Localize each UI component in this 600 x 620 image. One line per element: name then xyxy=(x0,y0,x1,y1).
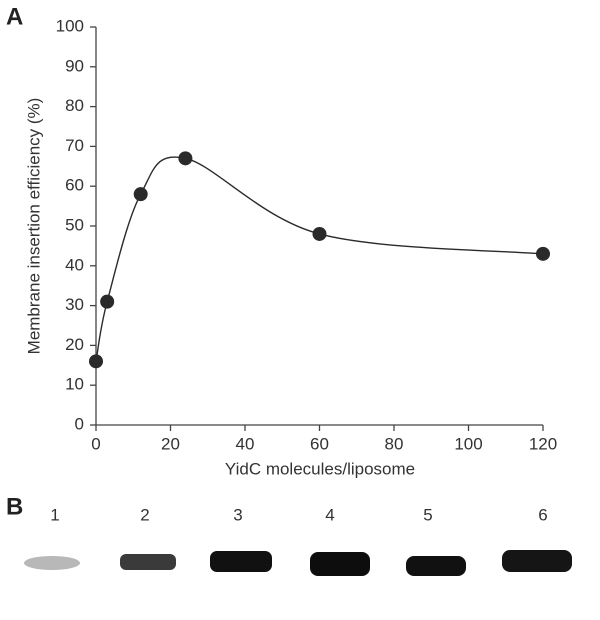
band xyxy=(24,556,80,570)
y-tick-label: 100 xyxy=(56,16,84,35)
x-tick-label: 20 xyxy=(161,434,180,453)
lane-label: 2 xyxy=(140,505,149,524)
x-tick-label: 40 xyxy=(236,434,255,453)
band xyxy=(310,552,370,576)
lane-label: 5 xyxy=(423,505,432,524)
line xyxy=(95,156,544,362)
gel-bands xyxy=(24,550,572,576)
y-tick-label: 0 xyxy=(75,414,84,433)
y-tick-label: 30 xyxy=(65,295,84,314)
x-tick-label: 120 xyxy=(529,434,557,453)
lane-label: 1 xyxy=(50,505,59,524)
marker xyxy=(89,354,103,369)
lane-label: 6 xyxy=(538,505,547,524)
y-tick-label: 80 xyxy=(65,96,84,115)
marker xyxy=(312,226,327,241)
marker xyxy=(178,151,193,166)
x-tick-label: 80 xyxy=(385,434,404,453)
y-tick-label: 60 xyxy=(65,176,84,195)
band xyxy=(120,554,176,570)
lane-label: 4 xyxy=(325,505,334,524)
y-tick-label: 40 xyxy=(65,255,84,274)
y-tick-label: 10 xyxy=(65,375,84,394)
x-tick-label: 60 xyxy=(310,434,329,453)
panel-label: A xyxy=(6,3,23,30)
marker xyxy=(536,246,550,261)
x-tick-label: 0 xyxy=(91,434,100,453)
x-axis-label: YidC molecules/liposome xyxy=(225,459,415,478)
marker xyxy=(100,294,115,309)
lane-label: 3 xyxy=(233,505,242,524)
band xyxy=(406,556,466,576)
y-tick-label: 50 xyxy=(65,215,84,234)
x-tick-label: 100 xyxy=(454,434,482,453)
marker xyxy=(133,187,148,202)
y-tick-label: 90 xyxy=(65,56,84,75)
y-axis-label: Membrane insertion efficiency (%) xyxy=(24,98,43,355)
band xyxy=(502,550,572,572)
y-tick-label: 70 xyxy=(65,136,84,155)
y-tick-label: 20 xyxy=(65,335,84,354)
panel-label: B xyxy=(6,493,23,520)
band xyxy=(210,551,272,572)
